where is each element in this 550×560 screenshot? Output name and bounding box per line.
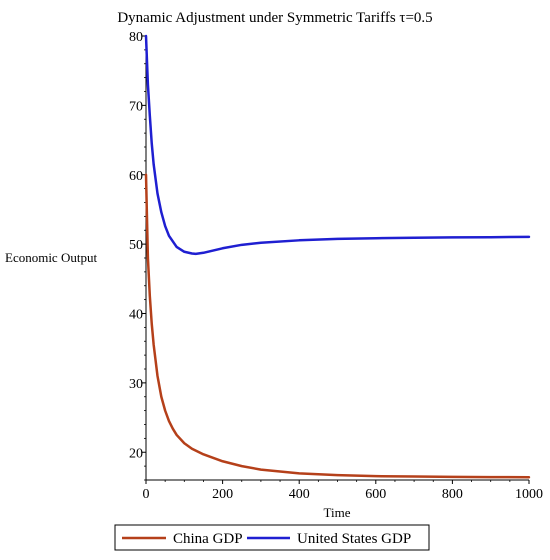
x-axis-title: Time [324,505,351,520]
y-tick-label: 40 [129,308,143,323]
x-tick-label: 800 [442,487,463,502]
series-line-us [144,34,531,256]
y-axis-title: Economic Output [5,250,97,265]
x-tick-label: 400 [289,487,310,502]
y-tick-label: 70 [129,99,143,114]
chart-title: Dynamic Adjustment under Symmetric Tarif… [117,10,432,26]
y-tick-label: 60 [129,169,143,184]
legend-label-china: China GDP [173,531,243,547]
y-tick-label: 80 [129,30,143,45]
y-tick-label: 30 [129,377,143,392]
series-lines [144,34,531,479]
y-tick-label: 50 [129,238,143,253]
x-tick-label: 200 [212,487,233,502]
x-tick-label: 1000 [515,487,543,502]
x-tick-label: 600 [365,487,386,502]
y-tick-label: 20 [129,446,143,461]
series-line-china [144,173,531,479]
legend-label-us: United States GDP [297,531,411,547]
legend: China GDP United States GDP [114,524,430,551]
axes [145,36,529,481]
x-tick-label: 0 [143,487,150,502]
